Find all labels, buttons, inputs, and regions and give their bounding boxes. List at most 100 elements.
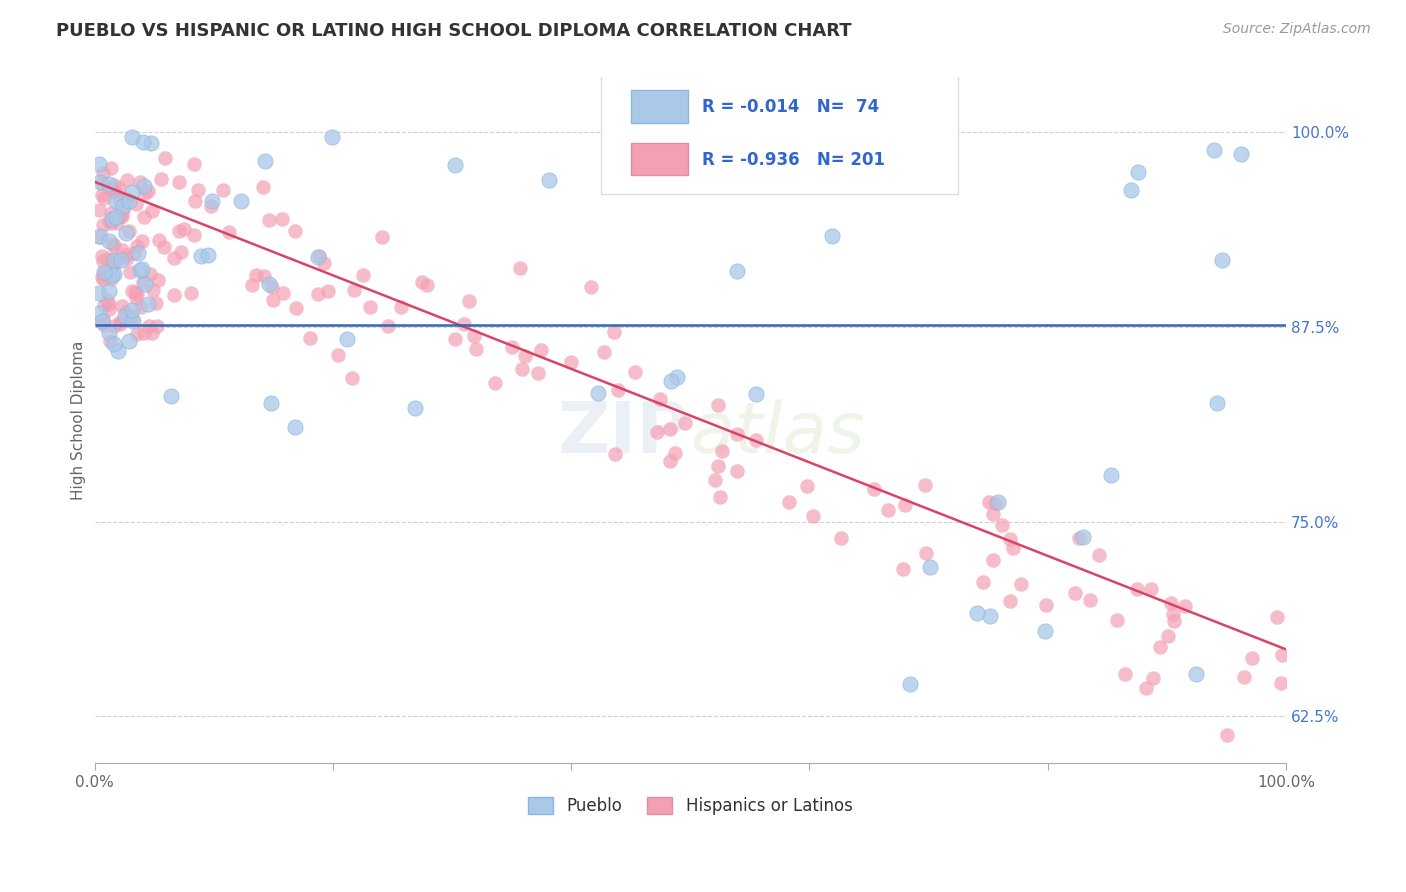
FancyBboxPatch shape: [631, 90, 688, 123]
Point: [120, 309, 142, 323]
Point: [93, 266, 115, 280]
Point: [94, 265, 117, 279]
Point: [1160, 596, 1182, 610]
Point: [411, 276, 433, 290]
Point: [87, 286, 110, 301]
Point: [863, 482, 886, 496]
Point: [645, 425, 668, 439]
Point: [91, 311, 114, 326]
Point: [1010, 577, 1032, 591]
Point: [1174, 599, 1197, 614]
Point: [107, 343, 129, 358]
Point: [200, 199, 222, 213]
Point: [145, 295, 167, 310]
Point: [129, 300, 152, 314]
FancyBboxPatch shape: [600, 74, 959, 194]
Point: [793, 168, 815, 182]
Point: [1002, 541, 1025, 555]
Point: [134, 210, 156, 224]
Point: [603, 325, 626, 339]
Point: [796, 479, 818, 493]
Point: [108, 180, 131, 194]
Point: [153, 151, 176, 165]
Point: [134, 186, 156, 200]
Point: [307, 287, 329, 301]
Point: [918, 560, 941, 574]
Point: [1161, 607, 1184, 621]
Point: [1216, 728, 1239, 742]
Point: [981, 507, 1004, 521]
Point: [136, 184, 159, 198]
Point: [509, 260, 531, 275]
Point: [108, 317, 131, 331]
Point: [457, 294, 479, 309]
Point: [134, 326, 156, 340]
Point: [1135, 681, 1157, 695]
Point: [118, 334, 141, 349]
Point: [1035, 598, 1057, 612]
Point: [90, 188, 112, 202]
Point: [100, 211, 122, 226]
Point: [254, 154, 277, 169]
Point: [111, 209, 134, 223]
Point: [659, 374, 682, 388]
Point: [103, 267, 125, 281]
Point: [260, 395, 283, 409]
Point: [167, 224, 190, 238]
Point: [1233, 669, 1256, 683]
Point: [153, 239, 176, 253]
Point: [284, 420, 307, 434]
Text: ZIP: ZIP: [558, 400, 690, 468]
Point: [240, 277, 263, 292]
Point: [284, 224, 307, 238]
Point: [100, 206, 122, 220]
Point: [1142, 671, 1164, 685]
Point: [709, 490, 731, 504]
Point: [114, 309, 136, 323]
Point: [218, 226, 240, 240]
Point: [124, 285, 146, 299]
Point: [1121, 183, 1143, 197]
Point: [138, 296, 160, 310]
Point: [90, 270, 112, 285]
Point: [114, 247, 136, 261]
Point: [271, 212, 294, 227]
Point: [93, 298, 115, 312]
Point: [312, 256, 335, 270]
Point: [510, 362, 533, 376]
FancyBboxPatch shape: [631, 143, 688, 176]
Point: [1140, 582, 1163, 596]
Point: [1088, 548, 1111, 562]
Point: [1033, 624, 1056, 638]
Point: [115, 192, 138, 206]
Text: Source: ZipAtlas.com: Source: ZipAtlas.com: [1223, 22, 1371, 37]
Point: [229, 194, 252, 208]
Point: [603, 447, 626, 461]
Point: [103, 253, 125, 268]
Point: [131, 235, 153, 249]
Point: [778, 495, 800, 509]
Point: [745, 387, 768, 401]
Point: [170, 244, 193, 259]
Point: [1241, 651, 1264, 665]
Point: [108, 194, 131, 209]
Point: [93, 264, 115, 278]
Point: [93, 191, 115, 205]
Point: [665, 370, 688, 384]
Point: [707, 398, 730, 412]
Point: [308, 249, 330, 263]
Point: [103, 239, 125, 253]
Point: [118, 224, 141, 238]
Point: [148, 233, 170, 247]
Point: [648, 392, 671, 406]
Text: PUEBLO VS HISPANIC OR LATINO HIGH SCHOOL DIPLOMA CORRELATION CHART: PUEBLO VS HISPANIC OR LATINO HIGH SCHOOL…: [56, 22, 852, 40]
Point: [1265, 610, 1288, 624]
Point: [121, 185, 143, 199]
Point: [998, 594, 1021, 608]
Point: [658, 422, 681, 436]
Point: [105, 216, 128, 230]
Point: [103, 336, 125, 351]
Point: [138, 318, 160, 333]
Point: [404, 401, 426, 415]
Point: [900, 676, 922, 690]
